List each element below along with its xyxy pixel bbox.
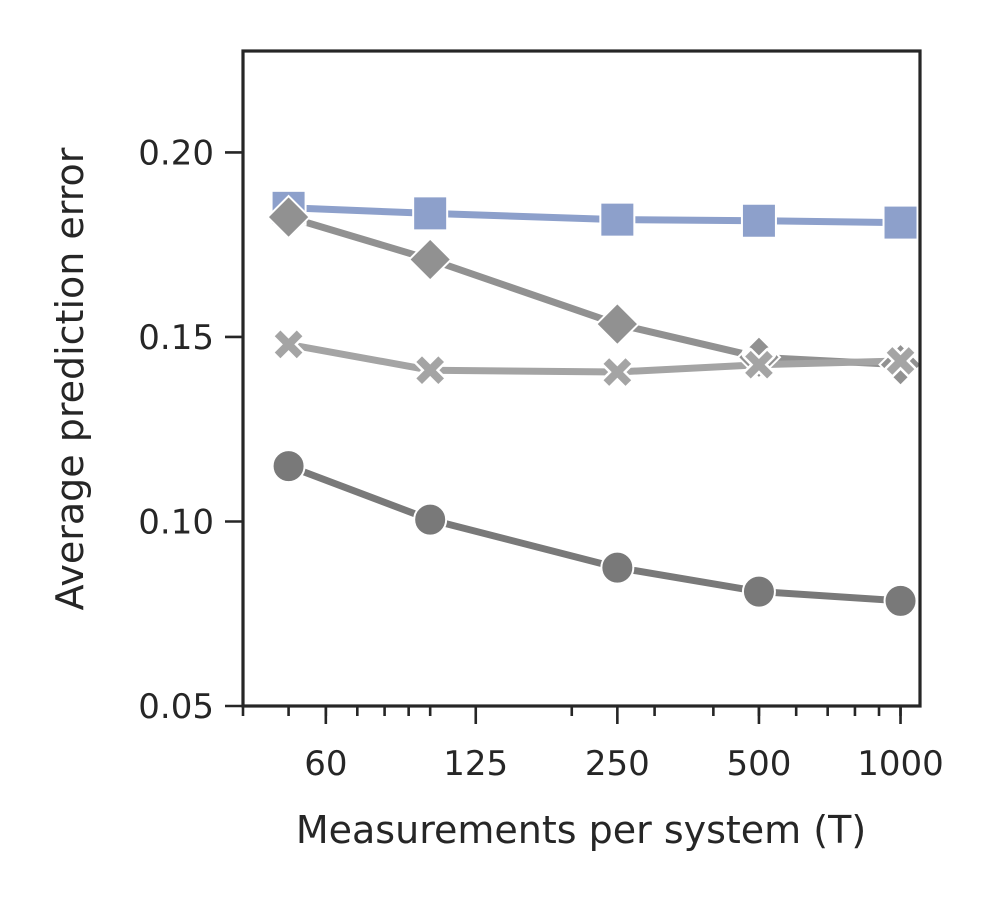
y-tick-label: 0.15 <box>138 318 214 358</box>
x-tick-label: 500 <box>726 744 791 784</box>
data-point-x <box>412 352 448 388</box>
x-tick-label: 60 <box>304 744 347 784</box>
x-tick-label: 1000 <box>857 744 944 784</box>
data-point-circle <box>883 583 918 618</box>
series-line-square <box>285 204 904 227</box>
data-point-x <box>271 326 307 362</box>
x-tick-label: 250 <box>585 744 650 784</box>
x-axis-title: Measurements per system (T) <box>296 808 866 852</box>
y-axis-title: Average prediction error <box>48 147 92 610</box>
series-line-diamond <box>285 213 904 369</box>
data-point-diamond <box>266 194 311 240</box>
data-point-circle <box>600 550 635 585</box>
data-point-circle <box>741 574 776 609</box>
data-point-square <box>740 202 777 239</box>
data-point-diamond <box>594 301 640 347</box>
data-point-diamond <box>407 237 453 282</box>
data-point-square <box>882 204 919 241</box>
data-point-x <box>741 347 777 383</box>
y-tick-label: 0.10 <box>138 502 214 542</box>
data-point-circle <box>271 449 306 484</box>
x-tick-label: 125 <box>443 744 508 784</box>
data-point-circle <box>413 502 448 537</box>
y-tick-label: 0.05 <box>138 687 214 727</box>
data-point-x <box>883 343 919 379</box>
series-layer <box>266 189 923 618</box>
series-line-circle <box>285 462 904 605</box>
y-tick-label: 0.20 <box>138 133 214 173</box>
data-point-square <box>599 201 636 238</box>
plot-frame <box>241 49 922 708</box>
axes-layer: 0.05 0.10 0.15 0.20 60 125 250 500 1000 <box>138 133 943 784</box>
data-point-x <box>599 354 635 390</box>
data-point-square <box>412 195 449 232</box>
